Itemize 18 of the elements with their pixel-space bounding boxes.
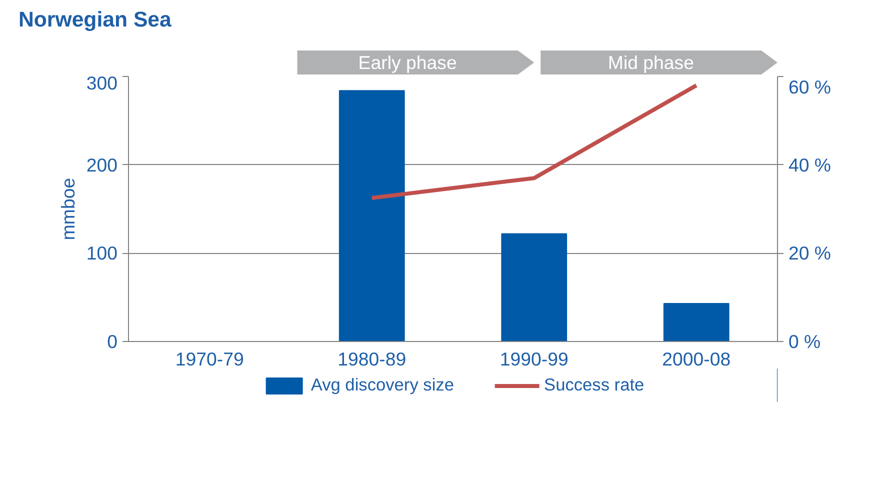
x-tick-label: 2000-08 (662, 348, 731, 370)
y2-tick-label: 40 % (788, 154, 832, 176)
y-tick-label: 300 (86, 72, 118, 94)
y-tick-label: 200 (86, 154, 118, 176)
legend-label: Success rate (544, 374, 644, 396)
x-tick-label: 1990-99 (500, 348, 568, 370)
y2-tick-label: 60 % (788, 76, 832, 98)
text: Mid phase (608, 52, 694, 73)
y2-tick-label: 0 % (788, 331, 821, 352)
y2-tick-label: 20 % (788, 242, 832, 264)
y-axis-title: mmboe (57, 178, 78, 240)
y-tick-label: 0 (107, 331, 118, 352)
x-tick-label: 1980-89 (338, 348, 406, 370)
text: Early phase (358, 52, 457, 73)
legend-label: Avg discovery size (310, 374, 454, 396)
x-tick-label: 1970-79 (175, 348, 244, 370)
y-tick-label: 100 (86, 242, 118, 264)
chart-title: Norwegian Sea (18, 8, 172, 32)
